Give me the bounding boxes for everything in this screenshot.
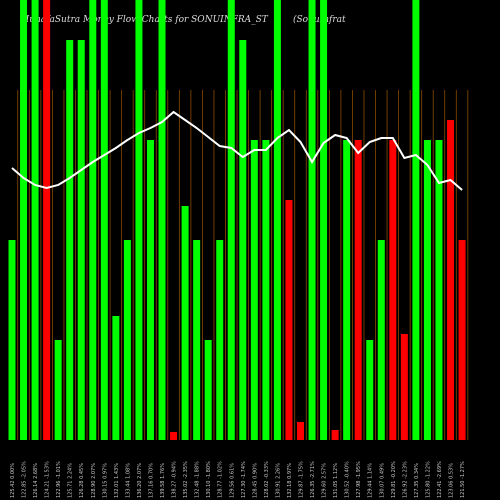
x-tick-label: 139.58 1.76% (160, 463, 166, 498)
bar (447, 120, 455, 440)
chart-subtitle: (SonuInfrat (293, 14, 346, 25)
x-tick-label: 130.10 -1.80% (206, 461, 212, 498)
bar (112, 316, 120, 440)
x-tick-label: 131.05 1.12% (333, 463, 339, 498)
bar (377, 240, 385, 440)
x-tick-label: 130.15 0.97% (102, 463, 108, 498)
bar (89, 0, 97, 440)
x-tick-label: 138.27 -0.94% (172, 461, 178, 498)
bar (458, 240, 466, 440)
bar (435, 140, 443, 440)
flow-line (11, 110, 463, 191)
x-tick-label: 124.21 -1.53% (45, 461, 51, 498)
x-tick-label: 130.07 0.49% (379, 463, 385, 498)
x-tick-label: 132.48 -1.88% (195, 461, 201, 498)
bar (366, 340, 374, 440)
bar (204, 340, 212, 440)
x-tick-label: 128.02 -0.33% (264, 461, 270, 498)
x-tick-label: 133.44 1.08% (125, 463, 131, 498)
bar (54, 340, 62, 440)
bar (193, 240, 201, 440)
x-tick-label: 125.42 0.00% (10, 463, 16, 498)
bar (250, 140, 258, 440)
x-tick-label: 126.35 -2.71% (310, 461, 316, 498)
bar (389, 140, 397, 440)
bar (20, 0, 28, 440)
bar (331, 430, 339, 440)
bar (239, 40, 247, 440)
bar (146, 140, 154, 440)
bar (66, 40, 74, 440)
x-tick-label: 128.77 -1.02% (218, 461, 224, 498)
x-tick-label: 126.28 0.45% (79, 463, 85, 498)
bar (216, 240, 224, 440)
bar (400, 334, 408, 440)
x-tick-label: 130.91 2.26% (275, 463, 281, 498)
x-tick-label: 126.92 -2.23% (402, 461, 408, 498)
x-tick-label: 130.52 -0.40% (345, 461, 351, 498)
bar (273, 0, 281, 440)
x-tick-label: 127.35 0.34% (414, 463, 420, 498)
x-tick-label: 129.44 1.14% (368, 463, 374, 498)
x-tick-label: 127.98 -1.95% (356, 461, 362, 498)
bar (320, 0, 328, 440)
bar (308, 0, 316, 440)
bar (285, 200, 293, 440)
bar (135, 0, 143, 440)
bar (423, 140, 431, 440)
bar (8, 240, 16, 440)
x-tick-label: 122.96 -1.01% (56, 461, 62, 498)
x-tick-label: 122.85 -2.05% (22, 461, 28, 498)
x-tick-label: 121.50 -1.27% (460, 461, 466, 498)
x-tick-label: 132.01 1.43% (114, 463, 120, 498)
bar (343, 140, 351, 440)
x-tick-label: 123.06 0.53% (449, 463, 455, 498)
x-tick-label: 132.18 0.97% (287, 463, 293, 498)
bar (412, 0, 420, 440)
bar (297, 422, 304, 440)
x-tick-label: 135.02 -2.35% (183, 461, 189, 498)
x-tick-label: 128.45 0.90% (252, 463, 258, 498)
x-tick-label: 126.14 2.68% (33, 463, 39, 498)
bar (43, 0, 51, 440)
chart-title: MunafaSutra Money Flow Charts for SONUIN… (19, 15, 269, 25)
bar (31, 0, 39, 440)
x-tick-label: 129.60 2.57% (322, 463, 328, 498)
bar (77, 40, 85, 440)
bar (170, 432, 178, 440)
bar (227, 0, 235, 440)
bar (181, 206, 189, 440)
x-tick-label: 129.81 -0.20% (391, 461, 397, 498)
bar (158, 0, 166, 440)
bar (100, 0, 108, 440)
x-tick-label: 127.30 -1.74% (241, 461, 247, 498)
x-tick-label: 137.16 0.70% (148, 463, 154, 498)
x-tick-label: 136.20 2.07% (137, 463, 143, 498)
x-tick-label: 125.71 2.24% (68, 463, 74, 498)
bar (123, 240, 131, 440)
x-tick-label: 125.80 -1.22% (425, 461, 431, 498)
bar (354, 140, 362, 440)
x-tick-label: 129.56 0.61% (229, 463, 235, 498)
bar (262, 140, 270, 440)
x-tick-label: 128.90 2.07% (91, 463, 97, 498)
x-tick-label: 122.41 -2.69% (437, 461, 443, 498)
x-tick-label: 129.87 -1.75% (299, 461, 305, 498)
